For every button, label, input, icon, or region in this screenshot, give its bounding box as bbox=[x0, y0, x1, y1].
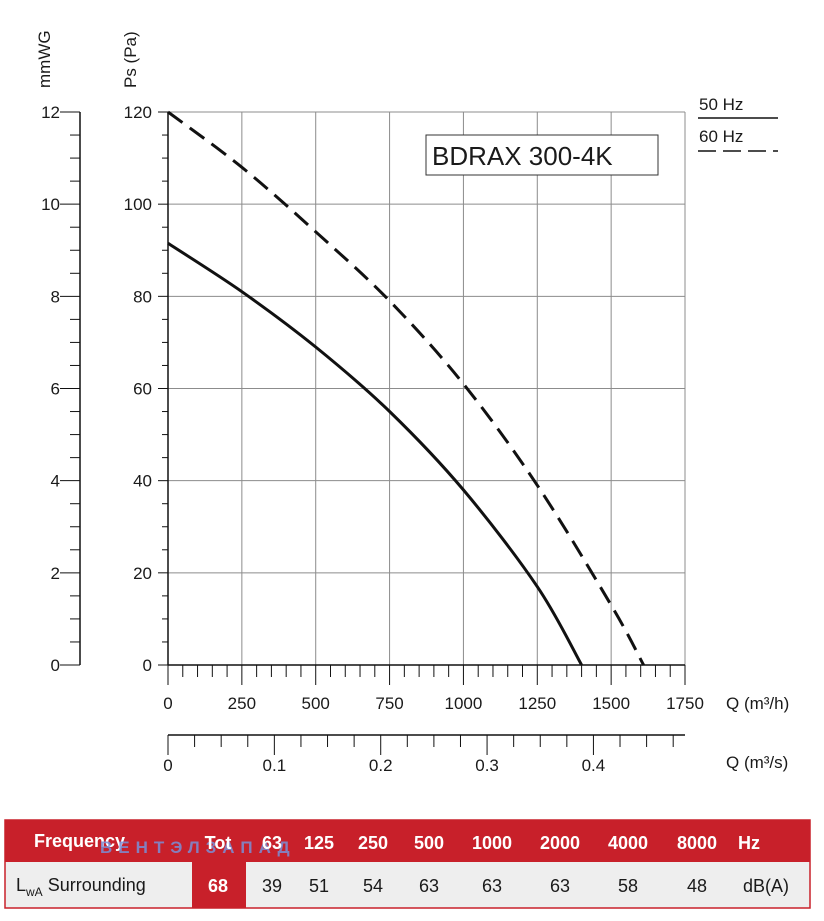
table-tot-cell bbox=[192, 862, 246, 908]
m3s-tick-label: 0.4 bbox=[582, 756, 606, 775]
x-axis-title-m3s: Q (m³/s) bbox=[726, 753, 788, 772]
table-value-7: 58 bbox=[618, 876, 638, 896]
table-value-8: 48 bbox=[687, 876, 707, 896]
table-band-cells: Tot 63 125 250 500 1000 2000 4000 8000 Hz bbox=[205, 833, 760, 853]
table-band-6: 2000 bbox=[540, 833, 580, 853]
y-tick-label: 100 bbox=[124, 195, 152, 214]
chart-curves bbox=[167, 110, 645, 666]
x-axis-title-m3h: Q (m³/h) bbox=[726, 694, 789, 713]
m3s-tick-label: 0.1 bbox=[263, 756, 287, 775]
table-band-5: 1000 bbox=[472, 833, 512, 853]
y-tick-label: 120 bbox=[124, 103, 152, 122]
x-tick-label: 1250 bbox=[518, 694, 556, 713]
table-value-2: 51 bbox=[309, 876, 329, 896]
m3s-tick-label: 0 bbox=[163, 756, 172, 775]
table-value-0: 68 bbox=[208, 876, 228, 896]
y-tick-label: 60 bbox=[133, 380, 152, 399]
x-tick-label: 750 bbox=[375, 694, 403, 713]
table-header-bg bbox=[5, 820, 810, 862]
x-tick-label: 250 bbox=[228, 694, 256, 713]
table-row-label-main: L bbox=[16, 875, 26, 895]
table-band-0: Tot bbox=[205, 833, 232, 853]
model-label-box: BDRAX 300-4K bbox=[425, 134, 659, 176]
table-row-bg bbox=[5, 862, 810, 908]
table-band-7: 4000 bbox=[608, 833, 648, 853]
x-tick-label: 1750 bbox=[666, 694, 704, 713]
table-value-4: 63 bbox=[419, 876, 439, 896]
legend-entry-60hz: 60 Hz bbox=[699, 127, 743, 146]
sound-table: Frequency ВЕНТЭЛЗАПАД Tot 63 125 250 500 1000… bbox=[4, 819, 811, 909]
y-tick-label: 80 bbox=[133, 287, 152, 306]
series-line-60hz bbox=[167, 110, 645, 666]
y-axis-title-pa: Ps (Pa) bbox=[121, 31, 140, 88]
chart-axes bbox=[60, 111, 686, 755]
y-axis-title-mmwg: mmWG bbox=[35, 30, 54, 88]
table-row-label: LwA Surrounding bbox=[16, 875, 146, 899]
table-band-4: 500 bbox=[414, 833, 444, 853]
x-tick-label: 1000 bbox=[445, 694, 483, 713]
table-value-5: 63 bbox=[482, 876, 502, 896]
chart-grid bbox=[167, 111, 686, 666]
legend-entry-50hz: 50 Hz bbox=[699, 95, 743, 114]
table-band-1: 63 bbox=[262, 833, 282, 853]
m3s-tick-label: 0.2 bbox=[369, 756, 393, 775]
mmwg-tick-label: 8 bbox=[51, 287, 60, 306]
x-tick-label: 500 bbox=[302, 694, 330, 713]
mmwg-tick-label: 6 bbox=[51, 380, 60, 399]
x-tick-label: 1500 bbox=[592, 694, 630, 713]
mmwg-tick-label: 10 bbox=[41, 195, 60, 214]
table-value-cells: 68 39 51 54 63 63 63 58 48 dB(A) bbox=[208, 876, 789, 896]
table-value-9: dB(A) bbox=[743, 876, 789, 896]
series-line-50hz bbox=[167, 242, 583, 666]
mmwg-tick-label: 4 bbox=[51, 472, 60, 491]
table-header-label: Frequency bbox=[34, 831, 125, 851]
mmwg-tick-label: 12 bbox=[41, 103, 60, 122]
m3s-tick-label: 0.3 bbox=[475, 756, 499, 775]
table-band-2: 125 bbox=[304, 833, 334, 853]
mmwg-tick-label: 0 bbox=[51, 656, 60, 675]
x-tick-label: 0 bbox=[163, 694, 172, 713]
table-row-label-sub: wA bbox=[25, 885, 43, 899]
mmwg-tick-label: 2 bbox=[51, 564, 60, 583]
table-band-9: Hz bbox=[738, 833, 760, 853]
table-value-1: 39 bbox=[262, 876, 282, 896]
y-tick-label: 40 bbox=[133, 472, 152, 491]
legend: 50 Hz 60 Hz bbox=[698, 95, 778, 152]
model-label: BDRAX 300-4K bbox=[432, 141, 613, 171]
y-tick-label: 20 bbox=[133, 564, 152, 583]
watermark-text: ВЕНТЭЛЗАПАД bbox=[100, 838, 296, 857]
y-tick-label: 0 bbox=[143, 656, 152, 675]
table-band-3: 250 bbox=[358, 833, 388, 853]
table-value-6: 63 bbox=[550, 876, 570, 896]
table-band-8: 8000 bbox=[677, 833, 717, 853]
table-value-3: 54 bbox=[363, 876, 383, 896]
table-row-label-rest: Surrounding bbox=[43, 875, 146, 895]
